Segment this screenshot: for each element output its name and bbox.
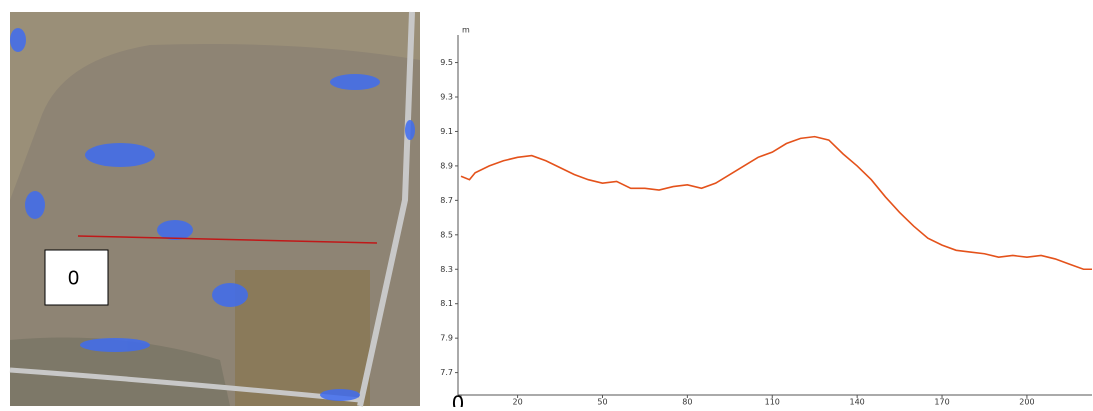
rough-patch xyxy=(235,270,370,406)
profile-line xyxy=(77,235,378,244)
lower-area xyxy=(10,337,230,406)
y-tick-label: 8.7 xyxy=(440,196,453,205)
x-tick-label: 50 xyxy=(597,398,607,407)
x-tick-label: 200 xyxy=(1019,398,1034,407)
y-tick-label: 8.5 xyxy=(440,230,453,239)
road xyxy=(9,367,361,403)
y-tick-label: 8.3 xyxy=(440,265,453,274)
x-tick-label: 80 xyxy=(682,398,692,407)
x-tick-label: 20 xyxy=(512,398,522,407)
y-axis-label: m xyxy=(462,26,470,35)
label-box xyxy=(44,249,109,306)
x-tick-label: 170 xyxy=(934,398,949,407)
field-edge xyxy=(10,12,420,200)
x-tick-label: 0 xyxy=(452,392,465,408)
y-tick-label: 9.5 xyxy=(440,58,453,67)
profile-line xyxy=(460,135,1092,271)
y-tick-label: 7.9 xyxy=(440,334,453,343)
x-tick-label: 140 xyxy=(850,398,865,407)
map-label: 0 xyxy=(68,267,79,289)
y-tick-label: 8.1 xyxy=(440,299,453,308)
y-tick-label: 9.1 xyxy=(440,127,453,136)
road xyxy=(357,11,415,407)
profile-chart: m 7.7 7.9 8.1 8.3 8.5 8.7 8.9 9.1 9.3 9.5 0 20 50 80 1… xyxy=(440,26,1092,411)
aerial-image: 0 xyxy=(9,11,420,407)
water-patches xyxy=(10,28,415,401)
y-tick-label: 7.7 xyxy=(440,368,453,377)
x-tick-label: 110 xyxy=(765,398,780,407)
y-tick-label: 9.3 xyxy=(440,93,453,102)
y-tick-label: 8.9 xyxy=(440,161,453,170)
